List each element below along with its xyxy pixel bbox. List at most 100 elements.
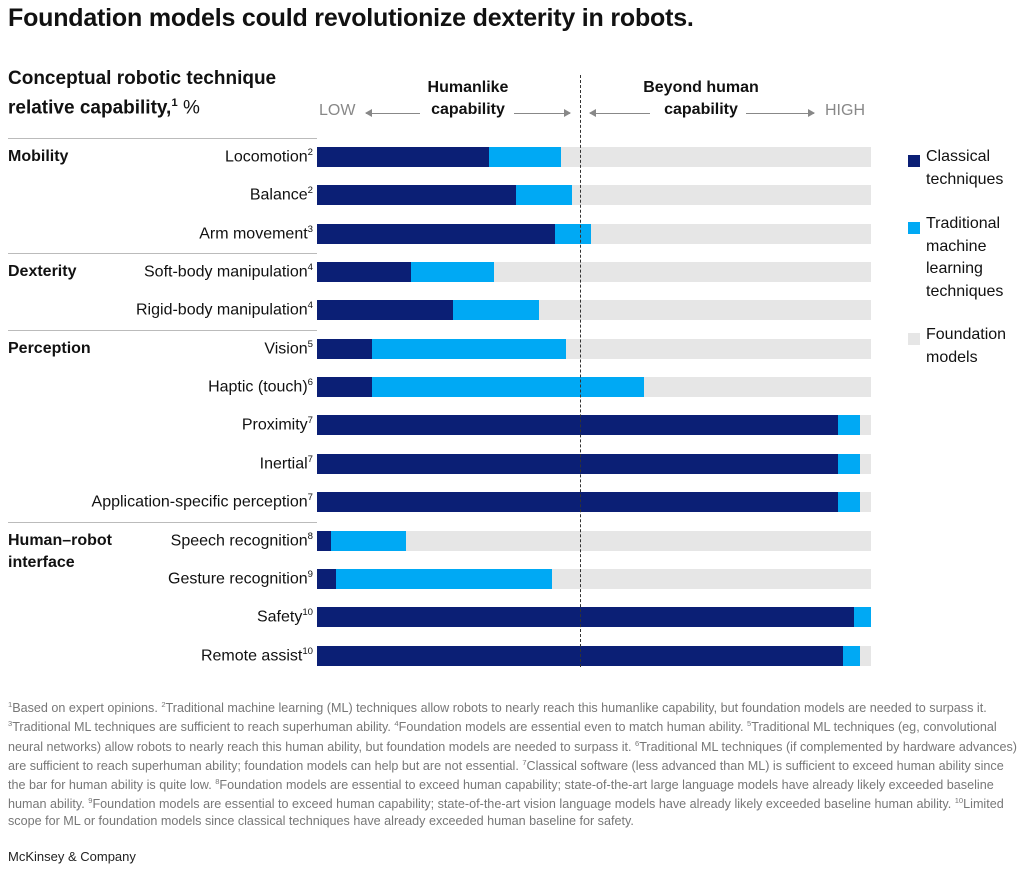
bar-segment-foundation xyxy=(560,147,871,167)
bar-segment-classical xyxy=(317,492,838,513)
bar-segment-traditional-ml xyxy=(837,492,860,513)
bar-segment-foundation xyxy=(566,338,871,359)
footnote-ref: 10 xyxy=(302,607,313,619)
bar-segment-traditional-ml xyxy=(837,453,860,474)
footnotes: 1Based on expert opinions. 2Traditional … xyxy=(8,697,1018,829)
footnote-ref: 2 xyxy=(307,147,313,158)
beyond-line2: capability xyxy=(664,101,738,118)
subtitle-line1: Conceptual robotic technique xyxy=(8,68,277,89)
footnote-number: 1 xyxy=(8,700,13,709)
legend-label: Classical techniques xyxy=(926,148,1004,188)
bar-segment-classical xyxy=(317,300,453,321)
category-label: Inertial7 xyxy=(259,453,313,473)
category-label: Application-specific perception7 xyxy=(91,492,313,511)
footnote-number: 3 xyxy=(8,719,13,729)
bar-segment-traditional-ml xyxy=(330,530,406,551)
category-label: Haptic (touch)6 xyxy=(208,377,313,396)
footnote-ref: 6 xyxy=(307,377,313,389)
bar-segment-traditional-ml xyxy=(837,415,860,436)
human-threshold-line xyxy=(580,75,581,667)
bar-segment-traditional-ml xyxy=(843,645,860,666)
bar-segment-classical xyxy=(317,147,489,167)
low-label: LOW xyxy=(319,102,356,119)
footnote-text: Traditional ML techniques are sufficient… xyxy=(12,720,395,735)
bar-segment-traditional-ml xyxy=(452,300,539,321)
bar-segment-classical xyxy=(317,223,556,244)
bar-segment-foundation xyxy=(494,262,871,283)
arrow-right-icon xyxy=(514,109,571,117)
arrow-right-icon xyxy=(746,109,815,117)
bar-segment-traditional-ml xyxy=(516,185,572,206)
group-divider xyxy=(8,253,317,255)
footnote-ref: 7 xyxy=(307,492,313,504)
category-label: Safety10 xyxy=(256,607,313,626)
arrow-left-icon xyxy=(365,109,420,117)
footnote-ref: 4 xyxy=(307,262,313,274)
category-label: Vision5 xyxy=(264,338,313,358)
footnote-ref: 8 xyxy=(307,530,313,542)
bar-segment-foundation xyxy=(859,645,871,666)
group-divider xyxy=(8,138,317,139)
brand-logo: McKinsey & Company xyxy=(8,849,136,864)
footnote-ref: 5 xyxy=(307,338,313,350)
group-label: Perception xyxy=(8,339,91,357)
category-label: Gesture recognition9 xyxy=(168,568,313,588)
category-label: Arm movement3 xyxy=(199,223,313,243)
footnote-text: Traditional ML techniques (eg, convoluti… xyxy=(8,720,997,754)
arrow-left-icon xyxy=(589,109,650,117)
bar-segment-traditional-ml xyxy=(372,377,644,398)
footnote-number: 6 xyxy=(635,738,640,748)
footnote-text: Traditional ML techniques (if complement… xyxy=(8,739,1017,774)
beyond-line1: Beyond human xyxy=(643,79,759,96)
subtitle-line2: relative capability, xyxy=(8,97,172,119)
footnote-text: Classical software (less advanced than M… xyxy=(8,759,1004,793)
footnote-number: 5 xyxy=(747,719,752,729)
footnote-text: Limited scope for ML or foundation model… xyxy=(8,797,1004,828)
footnote-ref: 3 xyxy=(307,223,313,235)
footnote-text: Traditional machine learning (ML) techni… xyxy=(165,701,987,716)
subtitle-sup: 1 xyxy=(171,97,178,109)
footnote-ref: 7 xyxy=(307,415,313,427)
category-label: Proximity7 xyxy=(241,415,313,434)
legend-swatch xyxy=(908,333,920,345)
footnote-ref: 2 xyxy=(307,185,313,197)
bar-segment-classical xyxy=(317,415,838,436)
footnote-ref: 9 xyxy=(307,568,313,580)
footnote-number: 4 xyxy=(394,719,399,729)
high-label: HIGH xyxy=(825,102,865,119)
footnote-number: 7 xyxy=(522,757,527,767)
category-label: Rigid-body manipulation4 xyxy=(136,300,313,319)
footnote-number: 8 xyxy=(215,777,220,787)
bar-segment-classical xyxy=(317,185,517,206)
group-label: Human–robot interface xyxy=(8,531,112,571)
group-label: Dexterity xyxy=(8,263,77,281)
bar-segment-classical xyxy=(317,607,855,628)
footnote-text: Foundation models are essential even to … xyxy=(398,720,748,735)
subtitle-unit: % xyxy=(177,97,200,119)
beyond-header: Beyond human capability xyxy=(626,77,776,121)
footnote-text: Foundation models are essential to excee… xyxy=(92,797,955,812)
bar-segment-foundation xyxy=(538,300,871,321)
bar-segment-traditional-ml xyxy=(555,223,592,244)
chart-title: Foundation models could revolutionize de… xyxy=(8,4,694,32)
bar-segment-traditional-ml xyxy=(411,262,495,283)
legend-label: Foundation models xyxy=(926,326,1007,366)
footnote-ref: 10 xyxy=(302,645,313,657)
bar-segment-foundation xyxy=(859,415,871,436)
footnote-text: Foundation models are essential to excee… xyxy=(8,778,994,812)
bar-segment-traditional-ml xyxy=(372,338,567,359)
category-label: Speech recognition8 xyxy=(170,530,313,549)
category-label: Balance2 xyxy=(249,185,313,204)
bar-segment-classical xyxy=(317,568,337,589)
humanlike-line2: capability xyxy=(431,101,505,118)
humanlike-header: Humanlike capability xyxy=(408,77,528,121)
legend-swatch xyxy=(908,155,920,167)
category-label: Soft-body manipulation4 xyxy=(144,262,313,281)
group-divider xyxy=(8,329,317,331)
legend-swatch xyxy=(908,222,920,234)
footnote-number: 9 xyxy=(88,796,93,806)
humanlike-line1: Humanlike xyxy=(427,79,509,96)
bar-segment-classical xyxy=(317,262,412,283)
bar-segment-traditional-ml xyxy=(854,607,871,628)
category-label: Remote assist10 xyxy=(200,645,313,664)
